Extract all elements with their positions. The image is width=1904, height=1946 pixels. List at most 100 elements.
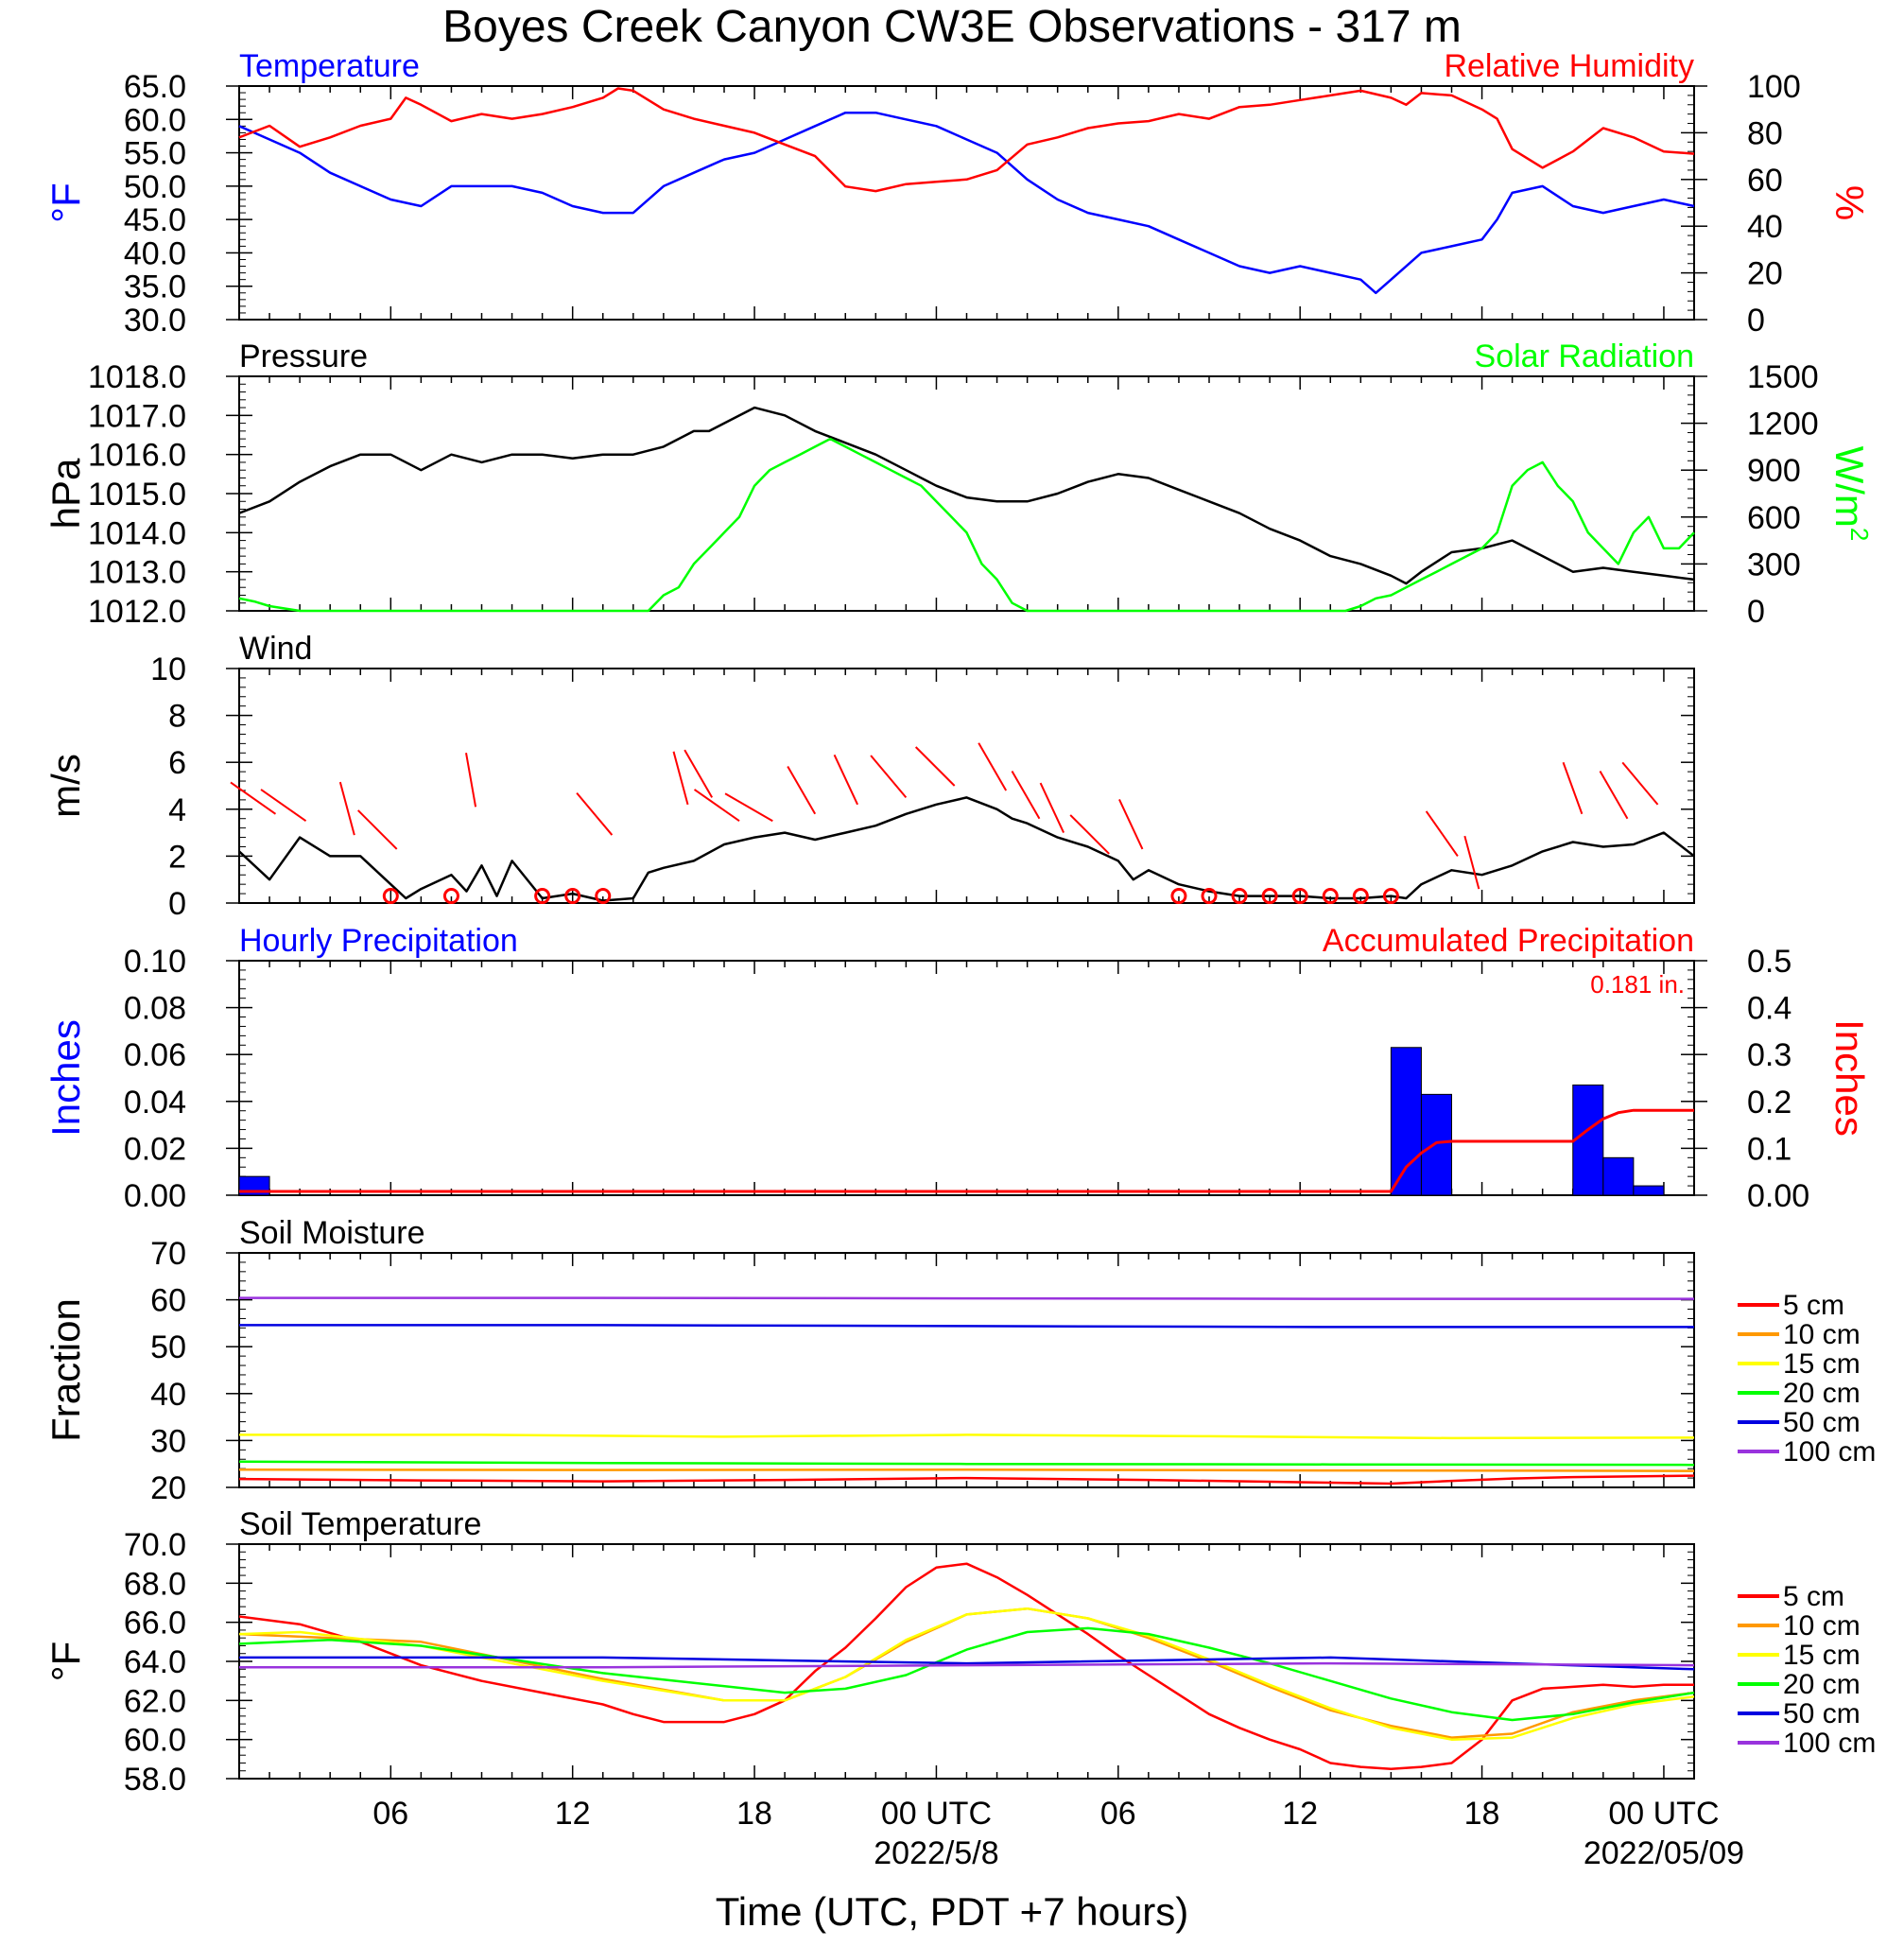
calm-wind-marker [1231, 888, 1248, 905]
wind-barb [672, 751, 689, 806]
legend-label: 15 cm [1783, 1348, 1861, 1380]
series-line-soil_temp-2 [238, 1607, 1695, 1741]
y-tick-label: 0 [168, 886, 186, 922]
series-line-temp_rh-1 [238, 87, 1695, 193]
series-line-soil_moisture-5 [239, 1296, 1694, 1300]
y-tick-label: 4 [168, 792, 186, 828]
y2-axis-unit: Inches [1827, 1019, 1872, 1137]
panel-right-title: Accumulated Precipitation [1323, 923, 1694, 959]
y-tick-label: 1012.0 [88, 594, 186, 630]
y2-tick-label: 900 [1747, 453, 1801, 489]
y-axis-unit: hPa [43, 458, 88, 529]
y-tick-label: 40.0 [124, 235, 186, 271]
y2-tick-label: 0 [1747, 303, 1765, 339]
y-axis-unit: Fraction [43, 1298, 88, 1442]
accum-precip-line [239, 1108, 1694, 1193]
accum-total-annotation: 0.181 in. [1590, 970, 1685, 999]
y-tick-label: 50 [150, 1329, 186, 1365]
y-axis-unit: m/s [43, 754, 88, 818]
y2-tick-label: 1500 [1747, 359, 1819, 395]
legend-label: 5 cm [1783, 1581, 1844, 1612]
panel-soil_temp: 58.060.0 62.064.066.0 68.070.0 °F Soil Tempe… [43, 1506, 1876, 1798]
x-date-label: 2022/5/8 [874, 1835, 998, 1871]
wind-barb [1463, 835, 1480, 890]
y2-tick-label: 80 [1747, 115, 1783, 151]
legend-label: 15 cm [1783, 1640, 1861, 1671]
y-tick-label: 0.02 [124, 1131, 186, 1167]
wind-barb [1599, 770, 1629, 820]
calm-wind-marker [595, 888, 612, 905]
y2-tick-label: 0 [1747, 594, 1765, 630]
wind-barb [914, 746, 956, 787]
y-tick-label: 30.0 [124, 303, 186, 339]
series-line-soil_temp-3 [238, 1626, 1695, 1722]
x-tick-label: 12 [555, 1796, 591, 1832]
legend-label: 20 cm [1783, 1669, 1861, 1700]
y-tick-label: 40 [150, 1377, 186, 1413]
wind-barb [465, 753, 477, 808]
wind-barb [576, 792, 614, 836]
calm-wind-marker [442, 888, 459, 905]
x-tick-label: 00 UTC [881, 1796, 992, 1832]
y-tick-label: 10 [150, 652, 186, 687]
y-tick-label: 1018.0 [88, 359, 186, 395]
y-tick-label: 30 [150, 1423, 186, 1459]
y-tick-label: 65.0 [124, 69, 186, 105]
wind-barb [1118, 798, 1144, 850]
series-line-pres_solar-0 [238, 406, 1695, 585]
y-tick-label: 58.0 [124, 1762, 186, 1798]
panel-temp_rh: 30.035.040.045.050.055.060.065.0 0 20 40 60 8… [43, 48, 1872, 339]
y-tick-label: 1015.0 [88, 477, 186, 513]
y2-tick-label: 600 [1747, 500, 1801, 536]
calm-wind-marker [1201, 888, 1218, 905]
y-tick-label: 64.0 [124, 1644, 186, 1680]
y-tick-label: 62.0 [124, 1683, 186, 1719]
y2-axis-unit: W/m2 [1827, 446, 1874, 542]
y-tick-label: 0.04 [124, 1085, 186, 1121]
calm-wind-marker [1291, 888, 1308, 905]
y-tick-label: 1017.0 [88, 398, 186, 434]
wind-barb [1069, 814, 1110, 855]
wind-barb [230, 781, 277, 815]
legend-label: 50 cm [1783, 1407, 1861, 1438]
wind-barb [724, 792, 773, 823]
calm-wind-marker [1382, 888, 1399, 905]
y2-tick-label: 0.3 [1747, 1037, 1791, 1073]
wind-barb [978, 742, 1008, 791]
y-axis-unit: °F [43, 1642, 88, 1681]
legend-label: 20 cm [1783, 1378, 1861, 1409]
precip-bar [1602, 1156, 1635, 1196]
y2-tick-label: 0.4 [1747, 991, 1791, 1027]
series-line-soil_temp-5 [239, 1661, 1695, 1669]
y2-tick-label: 0.5 [1747, 944, 1791, 980]
panel-left-title: Soil Moisture [239, 1215, 425, 1251]
y-tick-label: 1016.0 [88, 438, 186, 474]
y-tick-label: 20 [150, 1470, 186, 1506]
calm-wind-marker [382, 888, 399, 905]
x-axis-label: Time (UTC, PDT +7 hours) [716, 1889, 1189, 1934]
legend-label: 10 cm [1783, 1319, 1861, 1350]
panel-left-title: Pressure [239, 339, 368, 374]
y-tick-label: 70.0 [124, 1527, 186, 1563]
wind-barb [357, 809, 398, 850]
panel-wind: 0 2 4 6 8 10 m/s Wind [43, 631, 1695, 922]
y2-tick-label: 0.1 [1747, 1131, 1791, 1167]
calm-wind-marker [534, 888, 551, 905]
calm-wind-marker [1322, 888, 1339, 905]
calm-wind-marker [1170, 888, 1187, 905]
y2-tick-label: 60 [1747, 163, 1783, 199]
y-tick-label: 0.08 [124, 991, 186, 1027]
y2-tick-label: 20 [1747, 256, 1783, 292]
y-tick-label: 45.0 [124, 202, 186, 238]
series-line-pres_solar-1 [238, 437, 1695, 613]
wind-barb [684, 749, 714, 798]
wind-barb [338, 781, 355, 836]
calm-wind-marker [1352, 888, 1369, 905]
x-tick-label: 06 [372, 1796, 408, 1832]
x-tick-label: 18 [736, 1796, 772, 1832]
calm-wind-marker [564, 888, 581, 905]
y2-tick-label: 0.2 [1747, 1085, 1791, 1121]
panel-right-title: Solar Radiation [1475, 339, 1694, 374]
